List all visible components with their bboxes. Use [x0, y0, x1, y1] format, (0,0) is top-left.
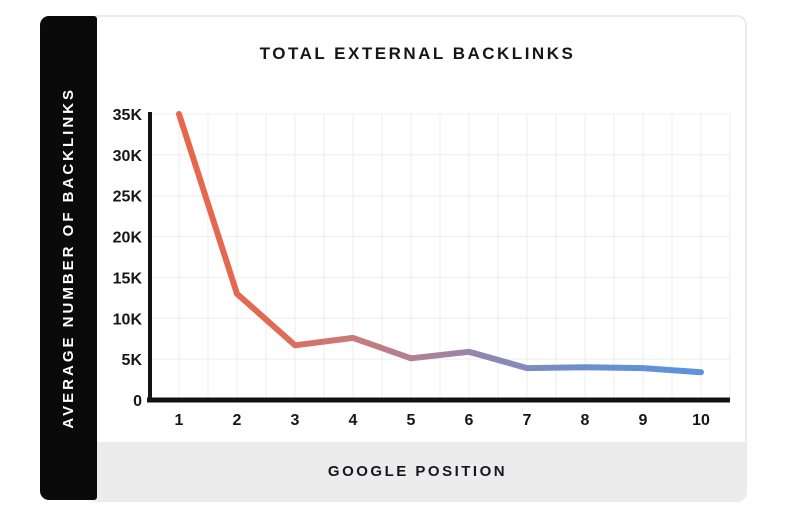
y-axis-tick-label: 15K: [113, 270, 143, 287]
y-axis-tick-label: 30K: [113, 148, 143, 165]
y-axis-tick-label: 25K: [113, 189, 143, 206]
y-axis-tick-label: 10K: [113, 311, 143, 328]
x-axis-tick-label: 6: [465, 412, 474, 429]
chart-card: TOTAL EXTERNAL BACKLINKS 35K 30K 25K 20K 15K…: [88, 15, 747, 502]
y-axis-tick-label: 20K: [113, 230, 143, 247]
x-axis-tick-label: 9: [639, 412, 648, 429]
x-axis-tick-label: 8: [581, 412, 590, 429]
y-axis-label: AVERAGE NUMBER OF BACKLINKS: [60, 87, 77, 429]
x-axis-tick-label: 4: [349, 412, 358, 429]
x-axis-tick-label: 5: [407, 412, 416, 429]
x-axis-tick-label: 10: [692, 412, 710, 429]
x-axis-tick-label: 3: [291, 412, 300, 429]
y-axis-tick-label: 35K: [113, 107, 143, 124]
x-axis-tick-label: 1: [175, 412, 184, 429]
x-axis-panel: GOOGLE POSITION: [90, 442, 745, 500]
x-axis-tick-label: 2: [233, 412, 242, 429]
y-axis-panel: AVERAGE NUMBER OF BACKLINKS: [40, 16, 97, 500]
line-chart: 35K 30K 25K 20K 15K 10K 5K 0 1 2 3 4 5 6 7 8 9 10: [113, 107, 731, 429]
backlinks-data-line: [176, 111, 704, 376]
x-axis-label: GOOGLE POSITION: [327, 462, 508, 480]
x-axis-tick-label: 7: [523, 412, 532, 429]
y-axis-tick-label: 5K: [122, 352, 143, 369]
chart-title: TOTAL EXTERNAL BACKLINKS: [259, 44, 576, 63]
y-axis-tick-label: 0: [133, 393, 142, 410]
